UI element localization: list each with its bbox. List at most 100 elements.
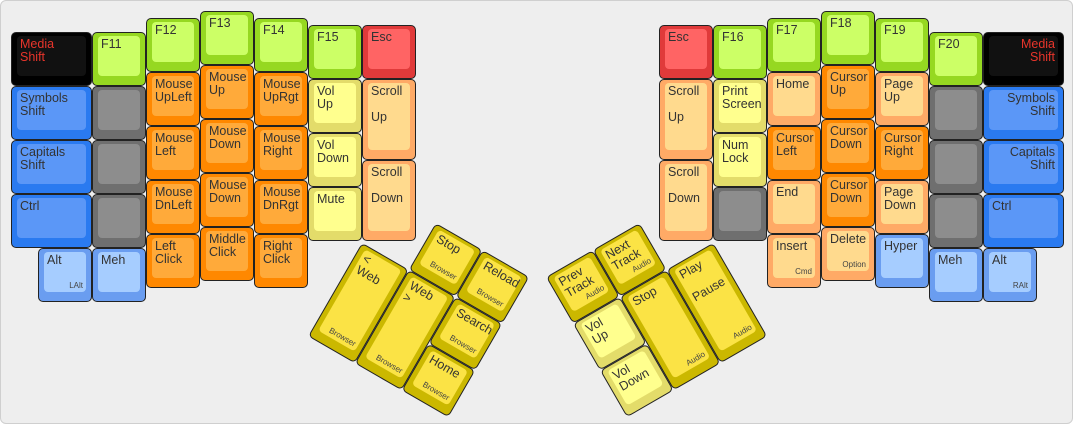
key-l-voldn[interactable]: Vol Down bbox=[308, 133, 362, 187]
key-r-meh[interactable]: Meh bbox=[929, 248, 983, 302]
key-r-g2[interactable] bbox=[929, 140, 983, 194]
keycap-top: Mouse Right bbox=[260, 130, 302, 170]
key-r-f16[interactable]: F16 bbox=[713, 25, 767, 79]
key-r-scrdn[interactable]: Scroll Down bbox=[659, 160, 713, 241]
key-r-capitals[interactable]: Capitals Shift bbox=[983, 140, 1064, 194]
keycap-top: Page Up bbox=[881, 76, 923, 116]
key-r-pgdn[interactable]: Page Down bbox=[875, 180, 929, 234]
key-l-esc[interactable]: Esc bbox=[362, 25, 416, 79]
key-l-g3[interactable] bbox=[92, 194, 146, 248]
key-l-volup[interactable]: Vol Up bbox=[308, 79, 362, 133]
key-l-meh[interactable]: Meh bbox=[92, 248, 146, 302]
key-sublabel: Browser bbox=[421, 379, 452, 403]
key-r-cr[interactable]: Cursor Right bbox=[875, 126, 929, 180]
key-r-end[interactable]: End bbox=[767, 180, 821, 234]
key-r-f20[interactable]: F20 bbox=[929, 32, 983, 86]
key-r-g1[interactable] bbox=[929, 86, 983, 140]
key-r-pgup[interactable]: Page Up bbox=[875, 72, 929, 126]
keycap-top: Capitals Shift bbox=[17, 144, 86, 184]
key-r-home[interactable]: Home bbox=[767, 72, 821, 126]
key-r-symbols[interactable]: Symbols Shift bbox=[983, 86, 1064, 140]
key-r-ins[interactable]: Insert Cmd bbox=[767, 234, 821, 288]
key-l-g1[interactable] bbox=[92, 86, 146, 140]
key-label: Scroll Up bbox=[371, 84, 403, 124]
key-l-scrup[interactable]: Scroll Up bbox=[362, 79, 416, 160]
key-r-scrup[interactable]: Scroll Up bbox=[659, 79, 713, 160]
keycap-top bbox=[98, 198, 140, 238]
key-r-del[interactable]: Delete Option bbox=[821, 227, 875, 281]
keycap-top: Vol Up bbox=[314, 83, 356, 123]
key-label: Capitals Shift bbox=[20, 145, 66, 172]
key-r-f19[interactable]: F19 bbox=[875, 18, 929, 72]
key-sublabel: Option bbox=[842, 260, 866, 269]
keycap-top: Ctrl bbox=[17, 198, 86, 238]
key-l-mur[interactable]: Mouse UpRgt bbox=[254, 72, 308, 126]
key-l-md2[interactable]: Mouse Down bbox=[200, 173, 254, 227]
key-r-prt[interactable]: Print Screen bbox=[713, 79, 767, 133]
keycap-top: Hyper bbox=[881, 238, 923, 278]
key-l-capitals[interactable]: Capitals Shift bbox=[11, 140, 92, 194]
key-l-mu[interactable]: Mouse Up bbox=[200, 65, 254, 119]
key-l-f13[interactable]: F13 bbox=[200, 11, 254, 65]
key-r-f17[interactable]: F17 bbox=[767, 18, 821, 72]
key-label: Vol Down bbox=[317, 138, 349, 165]
key-l-mr[interactable]: Mouse Right bbox=[254, 126, 308, 180]
key-l-mdl[interactable]: Mouse DnLeft bbox=[146, 180, 200, 234]
key-l-f11[interactable]: F11 bbox=[92, 32, 146, 86]
key-sublabel: RAlt bbox=[1012, 281, 1028, 290]
key-label: Cursor Down bbox=[830, 178, 868, 205]
key-r-alt[interactable]: Alt RAlt bbox=[983, 248, 1037, 302]
key-label: Middle Click bbox=[209, 232, 246, 259]
keycap-top: Mouse Up bbox=[206, 69, 248, 109]
key-l-g2[interactable] bbox=[92, 140, 146, 194]
key-l-f15[interactable]: F15 bbox=[308, 25, 362, 79]
key-r-cd[interactable]: Cursor Down bbox=[821, 119, 875, 173]
key-label: Left Click bbox=[155, 239, 183, 266]
keycap-top: F16 bbox=[719, 29, 761, 69]
key-label: Vol Down bbox=[610, 361, 652, 394]
keycap-top: Cursor Left bbox=[773, 130, 815, 170]
key-l-mul[interactable]: Mouse UpLeft bbox=[146, 72, 200, 126]
key-l-mute[interactable]: Mute bbox=[308, 187, 362, 241]
key-r-g3[interactable] bbox=[929, 194, 983, 248]
key-r-cu[interactable]: Cursor Up bbox=[821, 65, 875, 119]
key-l-alt[interactable]: Alt LAlt bbox=[38, 248, 92, 302]
key-label: Play Pause bbox=[676, 257, 728, 305]
key-label: Meh bbox=[938, 253, 963, 267]
key-label: Ctrl bbox=[992, 199, 1012, 213]
key-l-mc[interactable]: Middle Click bbox=[200, 227, 254, 281]
keycap-top: Scroll Up bbox=[368, 83, 410, 150]
key-l-ctrl[interactable]: Ctrl bbox=[11, 194, 92, 248]
key-label: F17 bbox=[776, 23, 798, 37]
keycap-top bbox=[935, 90, 977, 130]
key-r-f18[interactable]: F18 bbox=[821, 11, 875, 65]
key-l-f14[interactable]: F14 bbox=[254, 18, 308, 72]
key-r-num[interactable]: Num Lock bbox=[713, 133, 767, 187]
key-r-cd2[interactable]: Cursor Down bbox=[821, 173, 875, 227]
key-r-media[interactable]: Media Shift bbox=[983, 32, 1064, 86]
key-r-hyper[interactable]: Hyper bbox=[875, 234, 929, 288]
key-l-rc[interactable]: Right Click bbox=[254, 234, 308, 288]
key-l-md[interactable]: Mouse Down bbox=[200, 119, 254, 173]
keycap-top: Cursor Up bbox=[827, 69, 869, 109]
key-label: < Web bbox=[353, 251, 383, 288]
key-l-scrdn[interactable]: Scroll Down bbox=[362, 160, 416, 241]
key-l-ml[interactable]: Mouse Left bbox=[146, 126, 200, 180]
key-label: Mouse DnRgt bbox=[263, 185, 301, 212]
key-l-f12[interactable]: F12 bbox=[146, 18, 200, 72]
key-r-cl[interactable]: Cursor Left bbox=[767, 126, 821, 180]
key-l-symbols[interactable]: Symbols Shift bbox=[11, 86, 92, 140]
keycap-top: Scroll Down bbox=[665, 164, 707, 231]
key-label: Delete bbox=[830, 232, 867, 246]
keycap-top bbox=[98, 90, 140, 130]
keycap-top: F11 bbox=[98, 36, 140, 76]
key-l-lc[interactable]: Left Click bbox=[146, 234, 200, 288]
key-r-ctrl[interactable]: Ctrl bbox=[983, 194, 1064, 248]
key-r-g0[interactable] bbox=[713, 187, 767, 241]
key-r-esc[interactable]: Esc bbox=[659, 25, 713, 79]
key-label: Page Up bbox=[884, 77, 914, 104]
key-label: Mouse UpRgt bbox=[263, 77, 301, 104]
key-l-mdr[interactable]: Mouse DnRgt bbox=[254, 180, 308, 234]
key-l-media[interactable]: Media Shift bbox=[11, 32, 92, 86]
keycap-top bbox=[935, 198, 977, 238]
